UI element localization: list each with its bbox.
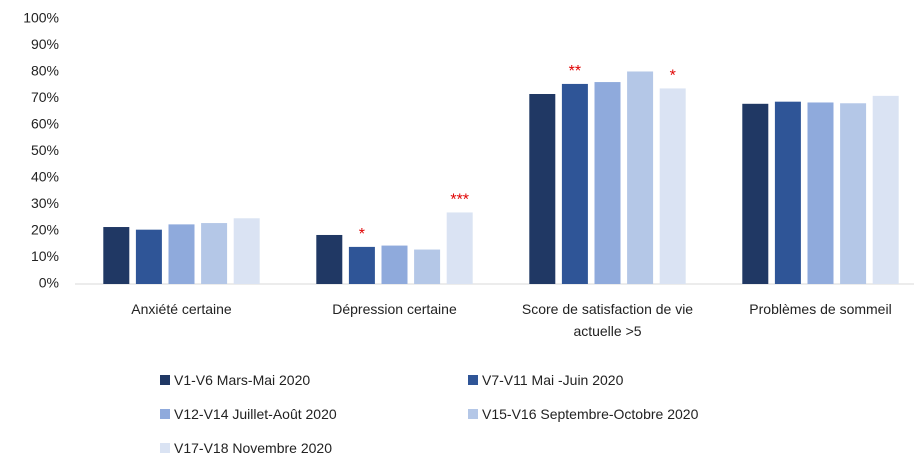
annotation: ** [569, 63, 581, 80]
bar [233, 218, 260, 284]
bar [872, 95, 899, 284]
bar [840, 103, 867, 285]
y-tick-label: 90% [31, 36, 59, 52]
y-tick-label: 100% [23, 10, 59, 26]
y-tick-label: 80% [31, 63, 59, 79]
x-tick-label: Score de satisfaction de vie actuelle >5 [521, 301, 694, 339]
y-tick-label: 40% [31, 169, 59, 185]
bar [381, 245, 408, 284]
legend-label: V17-V18 Novembre 2020 [174, 440, 332, 456]
bar [201, 223, 228, 284]
annotation: *** [450, 192, 469, 209]
legend-item: V1-V6 Mars-Mai 2020 [160, 372, 310, 388]
annotation: * [670, 68, 676, 85]
y-tick-label: 0% [39, 275, 59, 291]
legend-swatch [160, 409, 170, 419]
bar [348, 246, 375, 284]
bar [774, 101, 801, 285]
legend-item: V17-V18 Novembre 2020 [160, 440, 332, 456]
legend-label: V12-V14 Juillet-Août 2020 [174, 406, 337, 422]
y-tick-label: 30% [31, 195, 59, 211]
annotation: * [359, 226, 365, 243]
y-tick-label: 10% [31, 248, 59, 264]
bar [414, 249, 441, 284]
x-tick-label: Dépression certaine [332, 301, 457, 317]
bar [807, 102, 834, 284]
legend-item: V7-V11 Mai -Juin 2020 [468, 372, 623, 388]
y-tick-label: 60% [31, 116, 59, 132]
bar [316, 234, 343, 284]
legend-label: V1-V6 Mars-Mai 2020 [174, 372, 311, 388]
legend-item: V15-V16 Septembre-Octobre 2020 [468, 406, 698, 422]
bar [168, 224, 195, 284]
bar [529, 93, 556, 285]
bar [103, 227, 130, 284]
bar [135, 229, 162, 284]
legend-label: V7-V11 Mai -Juin 2020 [482, 372, 624, 388]
y-tick-label: 20% [31, 222, 59, 238]
legend-swatch [468, 409, 478, 419]
y-tick-label: 50% [31, 142, 59, 158]
x-tick-label: Anxiété certaine [131, 301, 232, 317]
bar [594, 82, 621, 284]
bar [742, 103, 769, 284]
legend-swatch [160, 375, 170, 385]
y-tick-label: 70% [31, 89, 59, 105]
bar [627, 71, 654, 284]
x-tick-label: Problèmes de sommeil [749, 301, 892, 317]
legend-label: V15-V16 Septembre-Octobre 2020 [482, 406, 699, 422]
bar [561, 83, 588, 284]
legend-item: V12-V14 Juillet-Août 2020 [160, 406, 337, 422]
bar [659, 88, 686, 285]
bar [446, 212, 473, 284]
legend-swatch [160, 443, 170, 453]
legend-swatch [468, 375, 478, 385]
